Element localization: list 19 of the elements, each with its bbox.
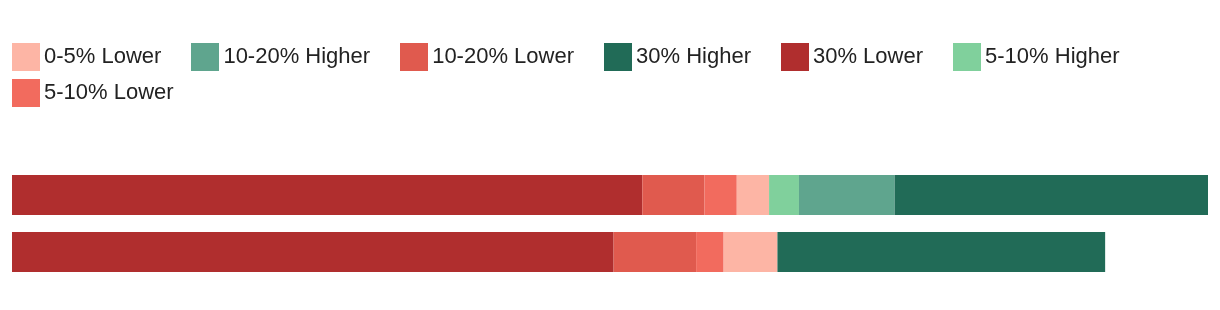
bar: [736, 175, 770, 215]
bar: [769, 175, 799, 215]
legend-label: 5-10% Lower: [44, 79, 174, 104]
bar: [12, 232, 614, 272]
legend-label: 5-10% Higher: [985, 43, 1120, 68]
bar: [704, 175, 737, 215]
bar: [12, 175, 643, 215]
legend-label: 0-5% Lower: [44, 43, 162, 68]
legend-label: 10-20% Higher: [223, 43, 371, 68]
bar: [642, 175, 705, 215]
bar: [777, 232, 1106, 272]
bar: [723, 232, 778, 272]
bar: [696, 232, 724, 272]
legend-label: 30% Lower: [812, 43, 924, 68]
legend-label: 10-20% Lower: [432, 43, 575, 68]
legend-label: 30% Higher: [636, 43, 751, 68]
bar: [798, 175, 895, 215]
bar: [613, 232, 697, 272]
bar: [894, 175, 1208, 215]
